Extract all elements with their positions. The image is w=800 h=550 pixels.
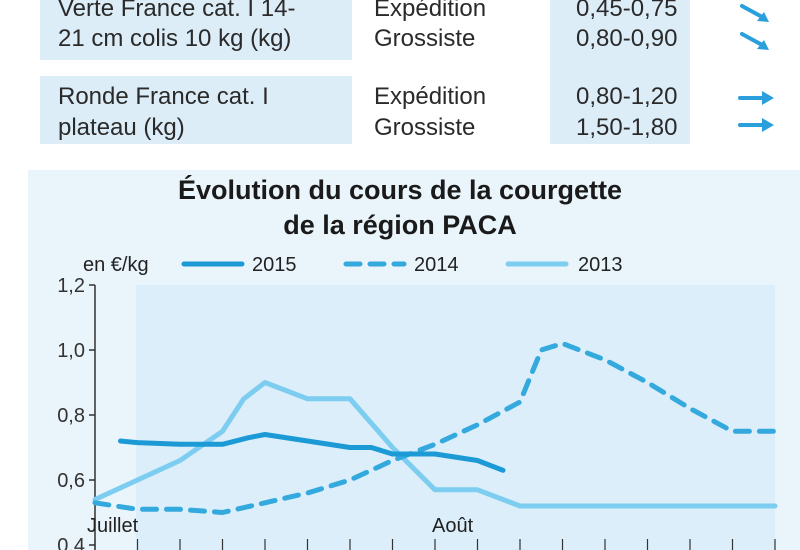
product-name-cell — [40, 76, 352, 144]
series-line-2015 — [118, 432, 506, 473]
chart-legend: en €/kg 2015 2014 2013 — [83, 254, 623, 276]
series-line-2013 — [92, 380, 778, 509]
product-name-line: 21 cm colis 10 kg (kg) — [58, 25, 292, 52]
down-arrow-icon — [740, 32, 769, 50]
product-name-cell — [40, 0, 352, 60]
price-range: 0,45-0,75 — [576, 0, 678, 22]
legend-label-2015: 2015 — [252, 254, 297, 276]
stage-label: Expédition — [374, 83, 487, 110]
y-axis-unit-label: en €/kg — [83, 254, 149, 276]
table-row — [40, 0, 712, 60]
chart-series — [92, 341, 778, 515]
y-tick-label: 1,0 — [57, 340, 85, 362]
down-arrow-icon — [740, 4, 769, 22]
stage-label: Expédition — [374, 0, 487, 22]
y-tick-label: 0,8 — [57, 405, 85, 427]
x-tick-label: Août — [432, 515, 474, 537]
stage-label: Grossiste — [374, 114, 476, 141]
stage-label: Grossiste — [374, 25, 476, 52]
table-row — [40, 76, 712, 144]
chart-title-line-1: Évolution du cours de la courgette — [177, 175, 623, 205]
chart-title-line-2: de la région PACA — [283, 210, 517, 240]
legend-label-2013: 2013 — [578, 254, 623, 276]
price-table: Verte France cat. I 14- 21 cm colis 10 k… — [0, 0, 800, 150]
price-range: 0,80-0,90 — [576, 25, 678, 52]
series-line-2014 — [92, 341, 778, 515]
right-arrow-icon — [738, 118, 774, 132]
product-name-line: Ronde France cat. I — [58, 83, 269, 110]
y-tick-label: 1,2 — [57, 275, 85, 297]
right-arrow-icon — [738, 91, 774, 105]
chart-axes: 0,4 0,6 0,8 1,0 1,2 Juillet Août — [57, 275, 776, 550]
x-tick-label: Juillet — [87, 515, 139, 537]
legend-label-2014: 2014 — [414, 254, 459, 276]
price-range: 1,50-1,80 — [576, 114, 678, 141]
price-range: 0,80-1,20 — [576, 83, 678, 110]
y-tick-label: 0,6 — [57, 470, 85, 492]
product-name-line: plateau (kg) — [58, 114, 185, 141]
product-name-line: Verte France cat. I 14- — [58, 0, 296, 22]
y-tick-label: 0,4 — [57, 535, 85, 550]
price-column-background — [550, 0, 690, 144]
